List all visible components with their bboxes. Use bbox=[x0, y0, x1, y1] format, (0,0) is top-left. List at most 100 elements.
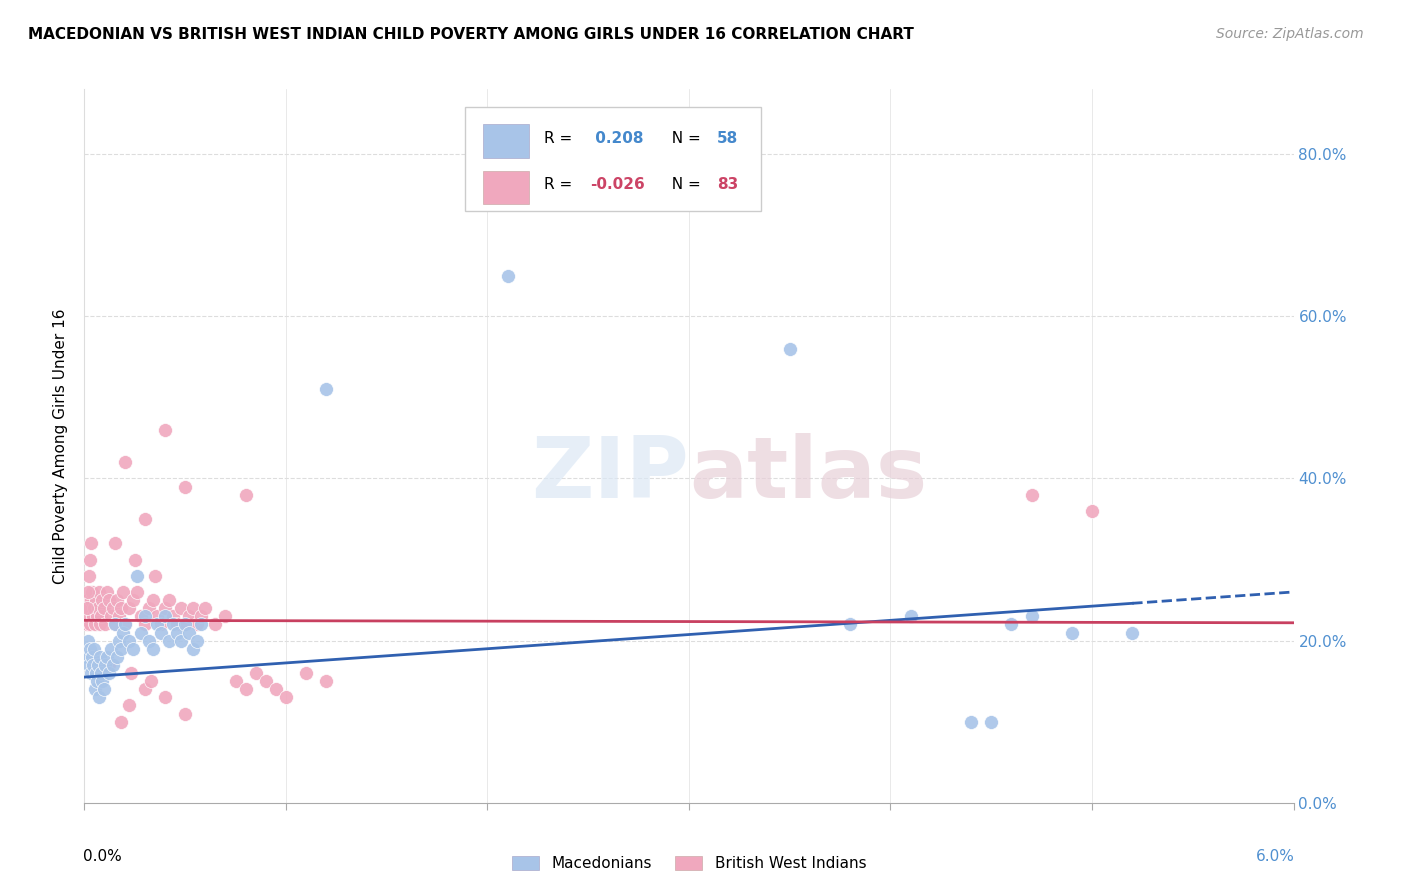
Text: 83: 83 bbox=[717, 178, 738, 192]
Point bbox=[134, 609, 156, 624]
Point bbox=[93, 657, 115, 672]
Point bbox=[179, 625, 201, 640]
Point bbox=[93, 601, 115, 615]
Point bbox=[96, 649, 118, 664]
Point bbox=[181, 601, 204, 615]
Point bbox=[90, 666, 112, 681]
Text: ZIP: ZIP bbox=[531, 433, 689, 516]
Point bbox=[82, 585, 104, 599]
Point bbox=[93, 617, 115, 632]
Point bbox=[118, 633, 141, 648]
Point bbox=[214, 609, 236, 624]
Point bbox=[107, 633, 129, 648]
Point bbox=[83, 601, 105, 615]
Point bbox=[97, 666, 120, 681]
Point bbox=[77, 585, 100, 599]
Point bbox=[980, 714, 1002, 729]
Point bbox=[86, 666, 108, 681]
Point bbox=[110, 714, 132, 729]
Point bbox=[79, 617, 101, 632]
Point bbox=[235, 488, 257, 502]
Point bbox=[89, 617, 111, 632]
Y-axis label: Child Poverty Among Girls Under 16: Child Poverty Among Girls Under 16 bbox=[53, 309, 69, 583]
Point bbox=[76, 593, 98, 607]
Point bbox=[91, 593, 114, 607]
Text: 0.208: 0.208 bbox=[589, 130, 644, 145]
Point bbox=[194, 601, 217, 615]
Point bbox=[89, 690, 111, 705]
Point bbox=[80, 536, 103, 550]
Point bbox=[129, 625, 152, 640]
Point bbox=[274, 690, 297, 705]
Point bbox=[89, 649, 111, 664]
Point bbox=[174, 706, 197, 721]
Text: atlas: atlas bbox=[689, 433, 927, 516]
Point bbox=[174, 617, 197, 632]
Point bbox=[120, 666, 142, 681]
Point bbox=[79, 601, 101, 615]
Point bbox=[111, 625, 134, 640]
Point bbox=[1060, 625, 1083, 640]
Point bbox=[186, 633, 208, 648]
Point bbox=[142, 641, 165, 656]
Point bbox=[295, 666, 318, 681]
Point bbox=[118, 601, 141, 615]
Point bbox=[110, 641, 132, 656]
Point bbox=[80, 666, 103, 681]
Point bbox=[134, 512, 156, 526]
Point bbox=[960, 714, 983, 729]
Point bbox=[90, 609, 112, 624]
Point bbox=[134, 617, 156, 632]
Point bbox=[496, 268, 519, 283]
Legend: Macedonians, British West Indians: Macedonians, British West Indians bbox=[506, 849, 872, 877]
Point bbox=[87, 601, 110, 615]
Point bbox=[166, 625, 188, 640]
Point bbox=[76, 649, 98, 664]
Point bbox=[75, 601, 97, 615]
Text: N =: N = bbox=[662, 130, 706, 145]
Text: R =: R = bbox=[544, 178, 576, 192]
Point bbox=[125, 568, 148, 582]
Point bbox=[149, 625, 172, 640]
Point bbox=[149, 617, 172, 632]
Point bbox=[97, 657, 120, 672]
Point bbox=[134, 682, 156, 697]
Point bbox=[100, 641, 122, 656]
Point bbox=[900, 609, 922, 624]
FancyBboxPatch shape bbox=[484, 124, 529, 158]
Point bbox=[77, 657, 100, 672]
Point bbox=[89, 585, 111, 599]
Point bbox=[107, 609, 129, 624]
Point bbox=[174, 617, 197, 632]
Point bbox=[82, 649, 104, 664]
Point bbox=[162, 617, 184, 632]
Point bbox=[77, 633, 100, 648]
Point bbox=[121, 593, 143, 607]
Point bbox=[125, 585, 148, 599]
Point bbox=[114, 455, 136, 469]
Point bbox=[96, 585, 118, 599]
Point bbox=[204, 617, 226, 632]
Point bbox=[1081, 504, 1104, 518]
Point bbox=[97, 593, 120, 607]
Point bbox=[111, 585, 134, 599]
Point bbox=[93, 682, 115, 697]
Point bbox=[315, 674, 337, 689]
Point bbox=[166, 617, 188, 632]
Point bbox=[79, 641, 101, 656]
Point bbox=[190, 609, 212, 624]
FancyBboxPatch shape bbox=[484, 171, 529, 204]
Point bbox=[79, 552, 101, 566]
Point bbox=[157, 633, 180, 648]
Point bbox=[779, 342, 801, 356]
Point bbox=[235, 682, 257, 697]
Point bbox=[110, 601, 132, 615]
Point bbox=[105, 593, 128, 607]
Point bbox=[162, 609, 184, 624]
Point bbox=[1021, 609, 1043, 624]
Point bbox=[101, 657, 124, 672]
Point bbox=[139, 674, 162, 689]
Point bbox=[121, 641, 143, 656]
Point bbox=[1121, 625, 1143, 640]
Point bbox=[181, 641, 204, 656]
